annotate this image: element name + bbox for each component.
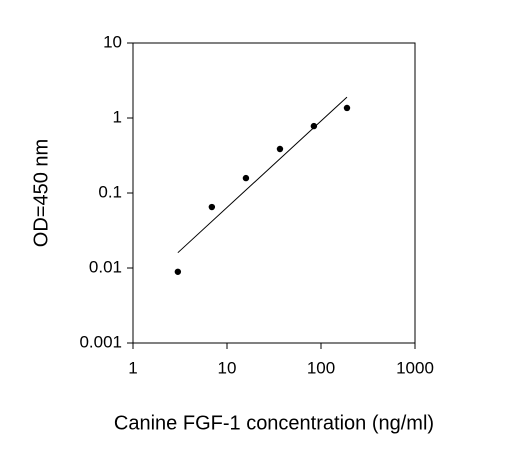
x-tick-label: 1000 [396,358,434,377]
x-tick-label: 10 [218,358,237,377]
data-point [276,145,284,153]
y-tick-label: 0.1 [98,182,122,201]
y-tick-label: 0.001 [79,332,122,351]
fit-line [177,96,348,254]
y-tick-label: 0.01 [89,257,122,276]
x-tick-label: 100 [307,358,335,377]
y-tick-label: 10 [103,32,122,51]
y-axis-title: OD=450 nm [30,139,52,247]
x-tick-label: 1 [128,358,137,377]
x-axis-title: Canine FGF-1 concentration (ng/ml) [114,412,434,434]
data-point [174,268,182,275]
data-point [310,122,318,130]
plot-frame [132,42,416,344]
data-point [208,203,216,211]
data-point [343,104,351,112]
y-tick-label: 1 [113,107,122,126]
data-point [242,174,250,182]
